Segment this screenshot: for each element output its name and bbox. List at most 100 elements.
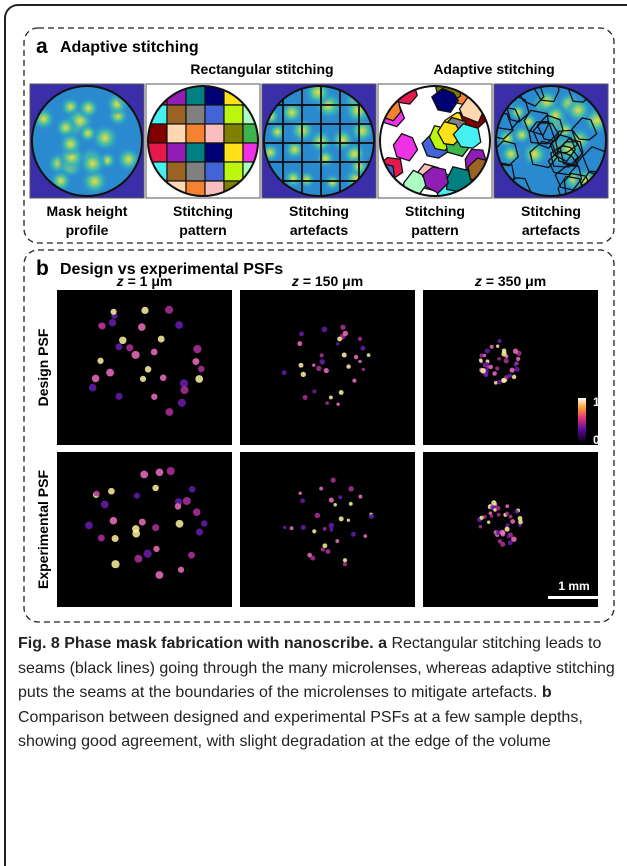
z-value: = 150 μm [303, 273, 363, 289]
psf-image [240, 452, 415, 607]
psf-spot [505, 523, 510, 527]
psf-spot [342, 558, 348, 563]
microlens [279, 100, 305, 125]
psf-spot [155, 571, 164, 579]
cell [392, 132, 419, 162]
psf-spot [132, 525, 140, 533]
psf-spot [151, 393, 158, 400]
grid-cell [185, 161, 206, 182]
psf-spot [159, 374, 167, 382]
psf-spot [174, 503, 182, 510]
psf-spot [328, 522, 335, 529]
psf-spot [517, 515, 523, 521]
psf-spot [338, 390, 344, 395]
column-heading: z = 350 μm [474, 273, 546, 289]
image-caption: Mask height [47, 203, 128, 219]
psf-spot [329, 527, 334, 532]
psf-spot [492, 371, 497, 376]
psf-spot [497, 339, 502, 344]
grid-cell [223, 104, 244, 125]
psf-spot [346, 518, 351, 522]
psf-spot [336, 342, 340, 346]
grid-cell [204, 123, 225, 144]
psf-spot [144, 366, 152, 373]
psf-spot [312, 363, 316, 367]
psf-spot [300, 498, 305, 504]
psf-spot [358, 359, 362, 364]
column-heading: z = 150 μm [291, 273, 363, 289]
psf-spot [115, 392, 123, 400]
microlens [329, 126, 356, 154]
psf-spot [177, 398, 186, 407]
psf-spot [93, 490, 100, 497]
psf-spot [325, 401, 329, 405]
z-variable: z [116, 273, 124, 289]
microlens [499, 142, 523, 166]
group-heading: Rectangular stitching [190, 61, 333, 77]
psf-spot [496, 512, 501, 517]
psf-spot [298, 362, 304, 368]
psf-spot [506, 534, 511, 539]
psf-spot [100, 500, 109, 509]
psf-spot [505, 511, 510, 516]
panel-title: Design vs experimental PSFs [60, 261, 283, 278]
psf-spot [115, 343, 123, 351]
psf-spot [489, 514, 494, 518]
cell [549, 145, 580, 168]
psf-spot [153, 545, 160, 553]
microlens [520, 139, 549, 169]
psf-spot [507, 540, 513, 546]
psf-image [57, 452, 232, 607]
psf-spot [504, 526, 510, 532]
psf-spot [363, 534, 368, 538]
psf-spot [310, 555, 316, 561]
psf-spot [479, 353, 484, 358]
microlens [57, 131, 84, 157]
microlens [564, 96, 592, 125]
panel-label: b [36, 257, 49, 280]
psf-spot [321, 326, 328, 333]
cell [496, 112, 514, 140]
cell [422, 166, 450, 194]
microlens [296, 169, 317, 190]
mask-outline [147, 85, 259, 197]
panel-a-image [377, 83, 493, 199]
psf-spot [192, 358, 200, 366]
psf-spot [314, 512, 321, 519]
psf-spot [511, 536, 517, 542]
cell [529, 140, 558, 169]
image-caption: profile [66, 222, 109, 238]
mask-outline [263, 85, 375, 197]
z-value: = 350 μm [486, 273, 546, 289]
psf-spot [510, 519, 516, 524]
psf-spot [480, 368, 486, 374]
psf-spot [109, 516, 118, 525]
psf-spot [126, 344, 134, 352]
psf-spot [478, 358, 483, 363]
psf-spot [319, 353, 324, 358]
psf-spot [482, 353, 487, 358]
row-label: Experimental PSF [35, 470, 51, 589]
psf-spot [509, 367, 515, 373]
psf-spot [497, 357, 501, 361]
psf-spot [340, 324, 346, 330]
psf-spot [88, 383, 97, 392]
psf-spot [350, 531, 356, 537]
cell [496, 106, 521, 131]
microlens [303, 86, 333, 107]
grid-cell [223, 161, 244, 182]
panel-title: Adaptive stitching [60, 39, 199, 56]
page: a Adaptive stitching Rectangular stitchi… [4, 4, 627, 866]
psf-spot [483, 372, 489, 377]
psf-spot [320, 547, 325, 552]
psf-spot [518, 519, 523, 525]
colorbar-label: 0 [593, 433, 600, 447]
caption-text: Comparison between designed and experime… [18, 708, 583, 751]
psf-spot [500, 541, 506, 547]
z-value: = 1 μm [128, 273, 173, 289]
grid-cell [185, 123, 206, 144]
psf-spot [119, 336, 127, 345]
psf-bg [423, 452, 598, 607]
psf-spot [361, 367, 365, 372]
cell [553, 129, 579, 154]
